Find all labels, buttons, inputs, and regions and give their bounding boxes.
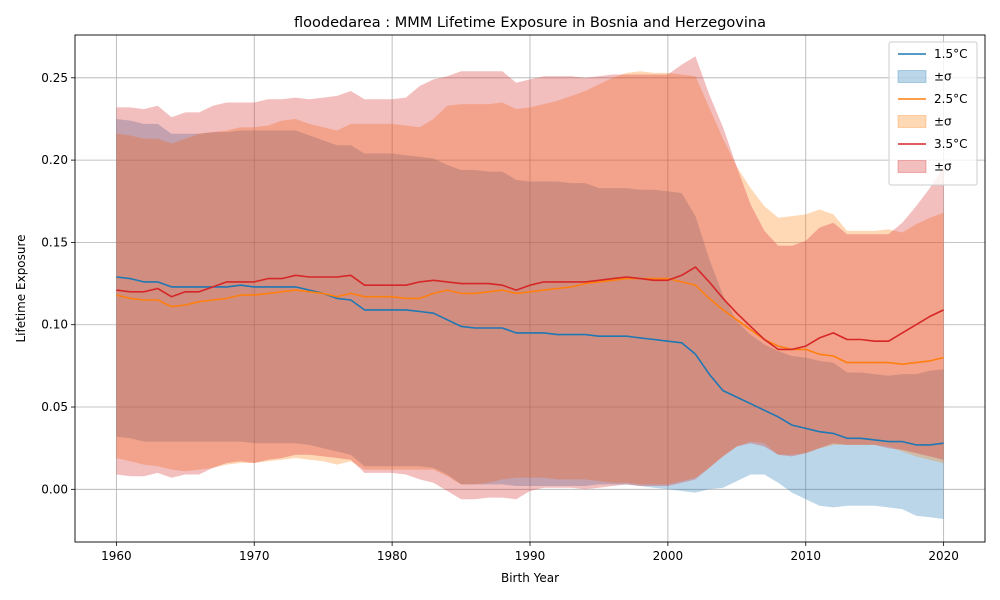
legend: 1.5°C ±σ 2.5°C ±σ 3.5°C ±σ (888, 41, 978, 186)
grid (75, 35, 985, 542)
x-tick-label: 2010 (790, 549, 821, 563)
band-2.5°C (116, 71, 944, 485)
legend-series-label: 2.5°C (934, 92, 967, 106)
y-axis-label: Lifetime Exposure (14, 234, 28, 342)
legend-band-label: ±σ (934, 70, 952, 84)
legend-band-swatch (897, 160, 927, 173)
legend-band-label: ±σ (934, 160, 952, 174)
band-3.5°C (116, 56, 944, 500)
x-tick-label: 2020 (928, 549, 959, 563)
legend-band-swatch (897, 70, 927, 83)
band-1.5°C (116, 119, 944, 519)
series-lines (116, 266, 944, 446)
y-tick-label: 0.20 (41, 153, 68, 167)
y-tick-label: 0.10 (41, 318, 68, 332)
y-tick-label: 0.00 (41, 482, 68, 496)
y-tick-label: 0.05 (41, 400, 68, 414)
legend-band-swatch (897, 115, 927, 128)
x-tick-label: 2000 (653, 549, 684, 563)
y-axis: 0.00 0.05 0.10 0.15 0.20 0.25 (41, 71, 75, 496)
x-axis-label: Birth Year (501, 571, 559, 585)
chart-title: floodedarea : MMM Lifetime Exposure in B… (294, 15, 766, 31)
x-tick-label: 1980 (377, 549, 408, 563)
uncertainty-bands (116, 56, 944, 519)
y-tick-label: 0.25 (41, 71, 68, 85)
x-tick-label: 1970 (239, 549, 270, 563)
x-tick-label: 1960 (101, 549, 132, 563)
legend-series-label: 3.5°C (934, 137, 967, 151)
legend-box (888, 41, 978, 186)
line-1.5°C (116, 276, 944, 446)
line-3.5°C (116, 266, 944, 351)
line-2.5°C (116, 277, 944, 366)
legend-series-label: 1.5°C (934, 47, 967, 61)
legend-band-label: ±σ (934, 115, 952, 129)
x-tick-label: 1990 (515, 549, 546, 563)
y-tick-label: 0.15 (41, 235, 68, 249)
x-axis: 1960 1970 1980 1990 2000 2010 2020 (101, 542, 959, 563)
